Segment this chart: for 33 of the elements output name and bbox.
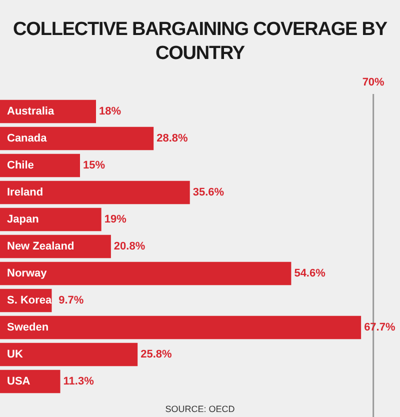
y-tick-label: Japan [7, 214, 40, 226]
data-label: 11.3% [63, 376, 94, 388]
data-label: 9.7% [58, 294, 84, 307]
y-tick-label: USA [7, 376, 30, 388]
data-label: 35.6% [192, 186, 224, 199]
bar [0, 126, 154, 150]
data-label: 67.7% [364, 322, 396, 334]
chart-title: COLLECTIVE BARGAINING COVERAGE BY COUNTRY [12, 18, 388, 66]
bar [0, 342, 138, 366]
y-tick-label: Chile [7, 160, 34, 172]
data-label: 25.8% [140, 348, 172, 361]
y-tick-label: Canada [7, 132, 48, 145]
annotation: SOURCE: OECD [165, 404, 236, 414]
bar [0, 316, 362, 340]
data-label: 54.6% [294, 268, 326, 280]
bar [0, 180, 190, 204]
y-tick-label: S. Korea [7, 294, 53, 307]
y-tick-label: New Zealand [7, 240, 74, 253]
y-tick-label: Norway [7, 268, 48, 280]
bar [0, 154, 80, 178]
data-label: 15% [83, 160, 106, 172]
y-tick-label: Australia [7, 106, 55, 118]
data-label: 18% [99, 106, 122, 118]
y-tick-label: UK [7, 348, 23, 361]
ref-line-label: 70% [362, 76, 385, 89]
y-tick-label: Ireland [7, 186, 44, 199]
data-label: 20.8% [114, 240, 146, 253]
data-label: 19% [104, 214, 127, 226]
y-tick-label: Sweden [7, 322, 49, 334]
bar [0, 370, 60, 394]
bar [0, 208, 102, 232]
data-label: 28.8% [156, 132, 188, 145]
bar [0, 262, 292, 286]
